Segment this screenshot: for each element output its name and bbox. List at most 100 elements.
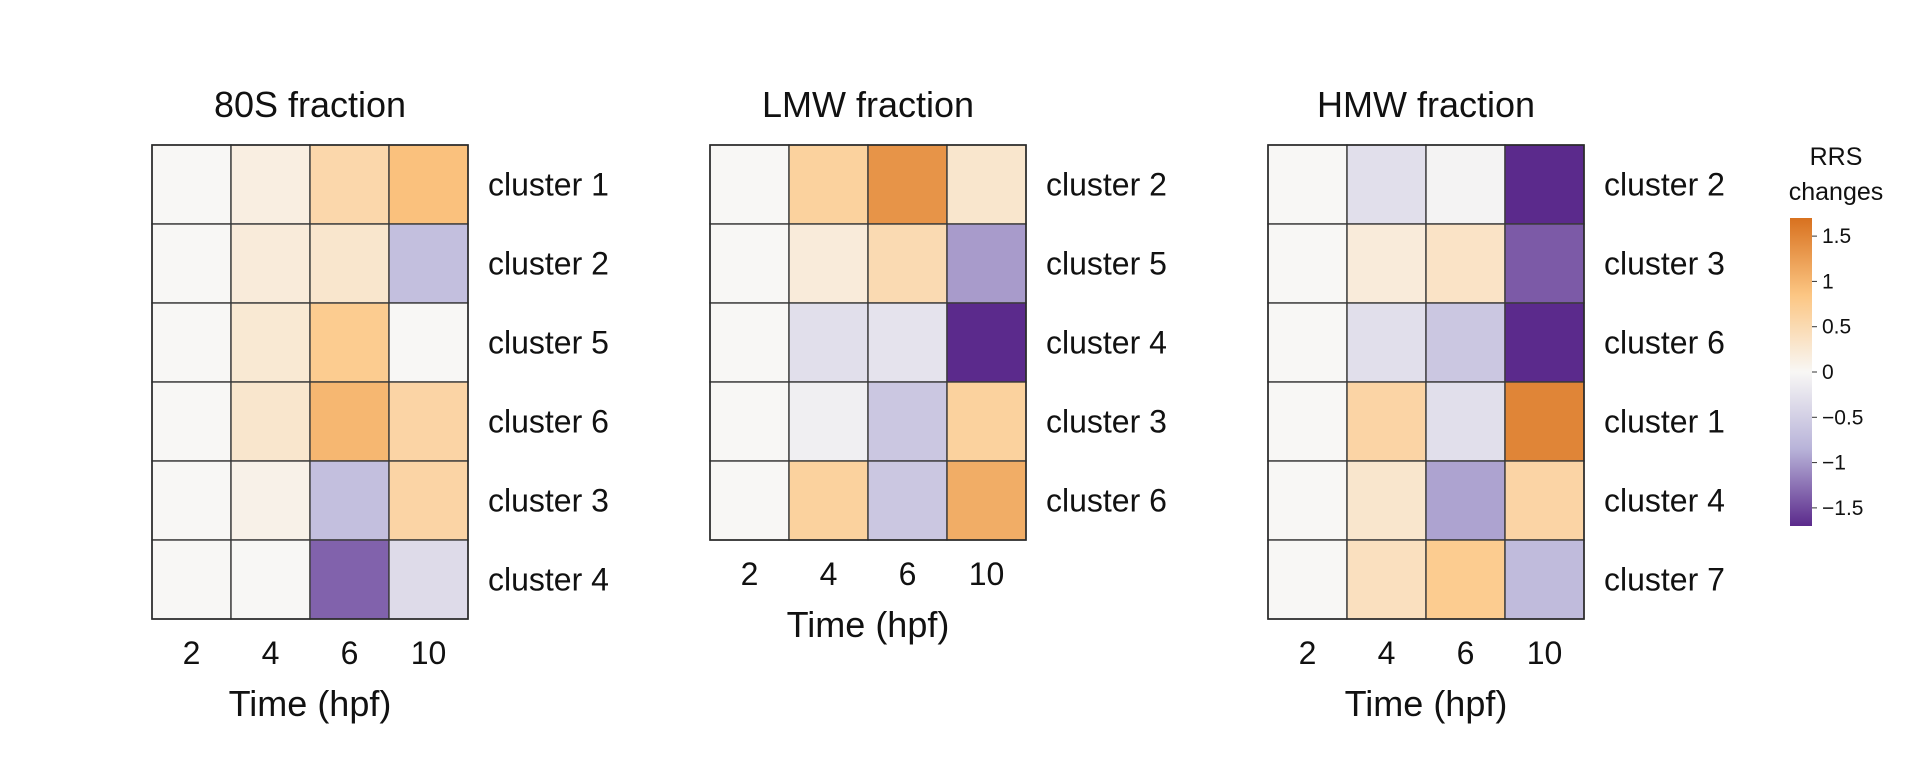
x-tick-label: 6 bbox=[341, 635, 359, 671]
heatmap-cell bbox=[1504, 302, 1585, 383]
heatmap-cell bbox=[946, 144, 1027, 225]
x-tick-label: 2 bbox=[1299, 635, 1317, 671]
heatmap-cell bbox=[788, 381, 869, 462]
heatmap-frame bbox=[151, 144, 469, 620]
heatmap-cell bbox=[1346, 460, 1427, 541]
heatmap-cell bbox=[946, 460, 1027, 541]
colorbar-title-line-2: changes bbox=[1789, 178, 1884, 206]
panel-title: LMW fraction bbox=[762, 84, 974, 125]
heatmap-cell bbox=[388, 302, 469, 383]
heatmap-frame bbox=[1267, 144, 1585, 620]
panel-title: 80S fraction bbox=[214, 84, 406, 125]
heatmap-cell bbox=[1267, 144, 1348, 225]
heatmap-cell bbox=[309, 460, 390, 541]
heatmap-cell bbox=[709, 144, 790, 225]
heatmap-cell bbox=[1267, 460, 1348, 541]
row-label: cluster 6 bbox=[1604, 325, 1725, 361]
heatmap-cell bbox=[151, 302, 232, 383]
colorbar-tick-label: 0.5 bbox=[1822, 316, 1851, 339]
heatmap-cell bbox=[709, 381, 790, 462]
heatmap-cell bbox=[867, 460, 948, 541]
heatmap-cell bbox=[309, 302, 390, 383]
heatmap-cell bbox=[1267, 539, 1348, 620]
row-label: cluster 6 bbox=[1046, 483, 1167, 519]
colorbar-tick-label: 0 bbox=[1822, 361, 1834, 384]
row-label: cluster 3 bbox=[488, 483, 609, 519]
heatmap-cell bbox=[388, 539, 469, 620]
x-tick-label: 6 bbox=[899, 556, 917, 592]
row-label: cluster 5 bbox=[488, 325, 609, 361]
heatmap-cell bbox=[151, 460, 232, 541]
heatmap-cell bbox=[1425, 144, 1506, 225]
heatmap-cell bbox=[151, 144, 232, 225]
heatmap-cell bbox=[230, 144, 311, 225]
row-label: cluster 3 bbox=[1604, 246, 1725, 282]
heatmap-cell bbox=[867, 381, 948, 462]
x-tick-label: 10 bbox=[969, 556, 1005, 592]
heatmap-cell bbox=[788, 144, 869, 225]
x-tick-label: 10 bbox=[411, 635, 447, 671]
colorbar-tick-label: −1 bbox=[1822, 452, 1846, 475]
heatmap-cell bbox=[309, 144, 390, 225]
heatmap-cell bbox=[867, 223, 948, 304]
heatmap-cell bbox=[1504, 460, 1585, 541]
heatmap-cell bbox=[309, 223, 390, 304]
heatmap-frame bbox=[709, 144, 1027, 541]
heatmap-cell bbox=[788, 460, 869, 541]
heatmap-cell bbox=[230, 223, 311, 304]
heatmap-cell bbox=[1425, 539, 1506, 620]
heatmap-cell bbox=[388, 144, 469, 225]
heatmap-cell bbox=[1504, 144, 1585, 225]
heatmap-cell bbox=[1267, 223, 1348, 304]
heatmap-cell bbox=[946, 302, 1027, 383]
colorbar-tick-label: −1.5 bbox=[1822, 497, 1863, 520]
heatmap-cell bbox=[388, 223, 469, 304]
heatmap-panel: LMW fraction cluster 2 cluster 5 cluster 4 c… bbox=[709, 84, 1167, 645]
x-axis-label: Time (hpf) bbox=[229, 683, 392, 724]
heatmap-cell bbox=[1425, 223, 1506, 304]
colorbar-gradient bbox=[1790, 218, 1812, 526]
colorbar: RRS changes 1.5 1 0.5 0 −0.5 −1 −1.5 bbox=[1789, 143, 1884, 526]
heatmap-cell bbox=[1267, 302, 1348, 383]
heatmap-cell bbox=[709, 302, 790, 383]
heatmap-cell bbox=[309, 539, 390, 620]
heatmap-cell bbox=[946, 223, 1027, 304]
heatmap-panel: 80S fraction cluster 1 cluster 2 cluster 5 c… bbox=[151, 84, 609, 724]
heatmap-cell bbox=[1425, 381, 1506, 462]
heatmap-cell bbox=[1504, 539, 1585, 620]
heatmap-cell bbox=[1425, 460, 1506, 541]
heatmap-cell bbox=[1267, 381, 1348, 462]
heatmap-cell bbox=[1346, 302, 1427, 383]
heatmap-cell bbox=[867, 144, 948, 225]
heatmap-cell bbox=[709, 460, 790, 541]
x-tick-label: 10 bbox=[1527, 635, 1563, 671]
row-label: cluster 6 bbox=[488, 404, 609, 440]
heatmap-cell bbox=[151, 223, 232, 304]
panel-title: HMW fraction bbox=[1317, 84, 1535, 125]
heatmap-cell bbox=[1504, 223, 1585, 304]
row-label: cluster 5 bbox=[1046, 246, 1167, 282]
row-label: cluster 1 bbox=[488, 167, 609, 203]
row-label: cluster 2 bbox=[1046, 167, 1167, 203]
colorbar-tick-label: 1 bbox=[1822, 270, 1834, 293]
heatmap-cell bbox=[230, 539, 311, 620]
row-label: cluster 3 bbox=[1046, 404, 1167, 440]
heatmap-cell bbox=[230, 381, 311, 462]
x-tick-label: 2 bbox=[183, 635, 201, 671]
row-label: cluster 4 bbox=[488, 562, 609, 598]
heatmap-cell bbox=[946, 381, 1027, 462]
row-label: cluster 1 bbox=[1604, 404, 1725, 440]
heatmap-cell bbox=[1425, 302, 1506, 383]
heatmap-cell bbox=[1346, 144, 1427, 225]
heatmap-cell bbox=[788, 223, 869, 304]
x-axis-label: Time (hpf) bbox=[787, 604, 950, 645]
heatmap-panel: HMW fraction cluster 2 cluster 3 cluster 6 c… bbox=[1267, 84, 1725, 724]
heatmap-cell bbox=[709, 223, 790, 304]
x-axis-label: Time (hpf) bbox=[1345, 683, 1508, 724]
heatmap-cell bbox=[309, 381, 390, 462]
x-tick-label: 4 bbox=[820, 556, 838, 592]
heatmap-cell bbox=[230, 302, 311, 383]
heatmap-cell bbox=[1346, 223, 1427, 304]
heatmap-cell bbox=[867, 302, 948, 383]
